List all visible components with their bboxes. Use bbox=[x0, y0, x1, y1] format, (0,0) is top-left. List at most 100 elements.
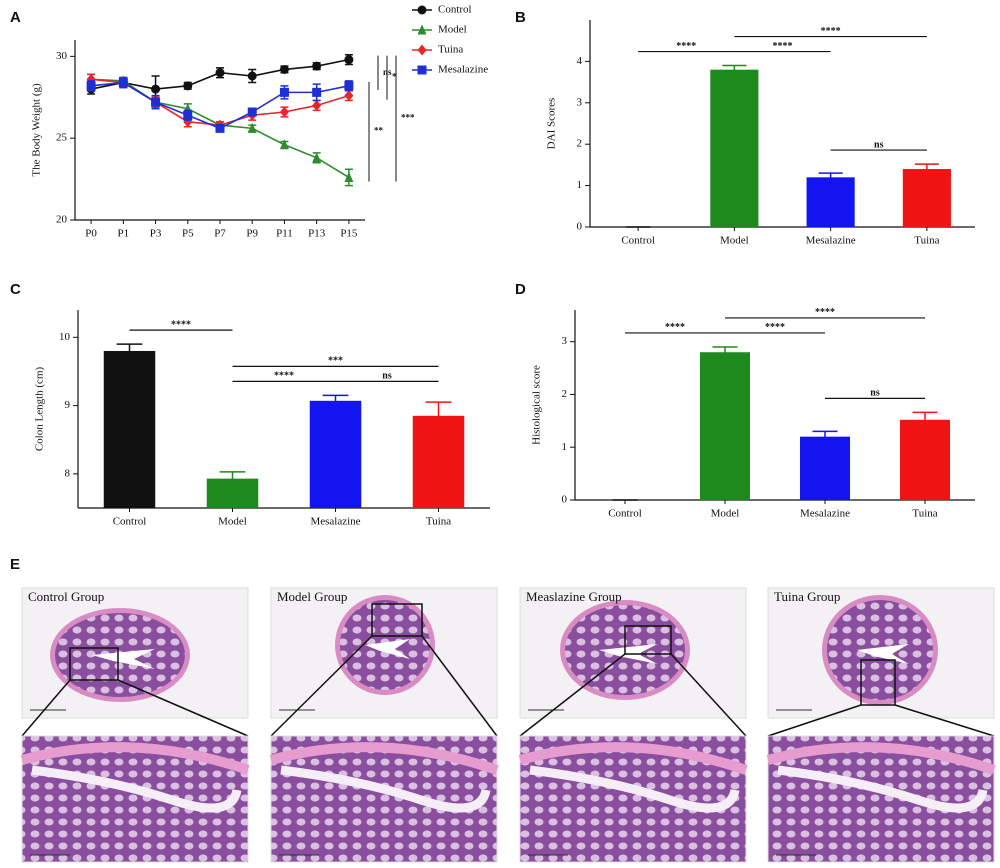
x-tick-label: Tuina bbox=[912, 508, 937, 520]
x-tick-label: Model bbox=[720, 235, 749, 247]
marker bbox=[247, 122, 257, 133]
bar bbox=[103, 350, 156, 508]
x-tick-label: Tuina bbox=[914, 235, 939, 247]
x-tick-label: Tuina bbox=[426, 516, 451, 528]
significance-label: **** bbox=[773, 41, 793, 52]
y-tick-label: 3 bbox=[562, 335, 568, 347]
bar bbox=[902, 169, 951, 227]
y-tick-label: 25 bbox=[56, 132, 68, 144]
lumen bbox=[92, 649, 155, 669]
marker bbox=[279, 106, 289, 118]
x-tick-label: P7 bbox=[214, 228, 226, 240]
marker bbox=[215, 123, 225, 133]
zoom-line bbox=[767, 704, 862, 737]
y-axis-label: Histological score bbox=[531, 365, 543, 445]
detail-lumen bbox=[529, 765, 740, 813]
error-bar bbox=[116, 343, 143, 359]
marker bbox=[86, 81, 96, 91]
x-tick-label: Model bbox=[711, 508, 740, 520]
legend-label: Model bbox=[438, 24, 467, 36]
zoom-box bbox=[624, 625, 672, 655]
detail-rim bbox=[518, 742, 748, 775]
marker bbox=[344, 171, 354, 182]
y-tick-label: 8 bbox=[65, 467, 71, 479]
legend-label: Control bbox=[438, 4, 472, 16]
panel-letter: A bbox=[10, 9, 21, 26]
error-bar bbox=[151, 75, 160, 103]
significance-label: **** bbox=[676, 41, 696, 52]
marker bbox=[247, 71, 257, 81]
y-tick-label: 9 bbox=[65, 399, 71, 411]
y-axis-label: Colon Length (cm) bbox=[34, 367, 46, 452]
y-tick-label: 0 bbox=[562, 494, 568, 506]
significance-label: ns bbox=[383, 67, 392, 77]
error-bar bbox=[425, 401, 452, 431]
x-tick-label: P1 bbox=[118, 228, 130, 240]
detail-lumen bbox=[280, 765, 491, 813]
legend-marker bbox=[417, 5, 427, 15]
x-tick-label: Control bbox=[608, 508, 642, 520]
zoom-line bbox=[117, 679, 249, 737]
marker bbox=[344, 55, 354, 65]
bar bbox=[412, 415, 465, 508]
marker bbox=[118, 78, 128, 88]
zoom-line bbox=[21, 679, 71, 737]
marker bbox=[344, 90, 354, 102]
x-tick-label: P11 bbox=[276, 228, 293, 240]
bar bbox=[900, 419, 950, 500]
significance-label: **** bbox=[171, 319, 191, 330]
marker bbox=[183, 81, 193, 91]
y-tick-label: 1 bbox=[562, 441, 568, 453]
group-label: Control Group bbox=[28, 589, 104, 604]
significance-label: **** bbox=[765, 322, 785, 333]
x-tick-label: P15 bbox=[340, 228, 358, 240]
detail-rim bbox=[269, 742, 499, 775]
marker bbox=[183, 110, 193, 120]
panel-letter: C bbox=[10, 281, 21, 298]
x-tick-label: P3 bbox=[150, 228, 162, 240]
error-bar bbox=[722, 64, 747, 75]
panel-letter: D bbox=[515, 281, 526, 298]
y-tick-label: 2 bbox=[562, 388, 568, 400]
marker bbox=[247, 107, 257, 117]
significance-label: * bbox=[392, 72, 397, 82]
legend-marker bbox=[417, 65, 427, 75]
error-bar bbox=[812, 430, 838, 443]
marker bbox=[312, 61, 322, 71]
legend-marker bbox=[417, 24, 427, 35]
x-tick-label: Mesalazine bbox=[806, 235, 856, 247]
y-tick-label: 3 bbox=[577, 96, 583, 108]
significance-label: **** bbox=[821, 26, 841, 37]
zoom-box bbox=[69, 647, 119, 681]
error-bar bbox=[219, 471, 246, 487]
error-bar bbox=[712, 346, 738, 359]
significance-label: ns bbox=[870, 388, 880, 399]
significance-label: **** bbox=[274, 371, 294, 382]
y-tick-label: 1 bbox=[577, 179, 583, 191]
bar bbox=[309, 400, 362, 508]
zoom-line bbox=[894, 704, 995, 737]
detail-lumen bbox=[31, 765, 242, 813]
marker bbox=[151, 84, 161, 94]
x-tick-label: P5 bbox=[182, 228, 194, 240]
bar bbox=[806, 177, 855, 227]
group-label: Tuina Group bbox=[774, 589, 840, 604]
y-tick-label: 10 bbox=[59, 331, 71, 343]
legend-label: Tuina bbox=[438, 44, 463, 56]
panel-letter: E bbox=[10, 556, 20, 573]
significance-label: ** bbox=[374, 126, 384, 136]
zoom-line bbox=[270, 635, 373, 737]
significance-label: *** bbox=[328, 356, 343, 367]
marker bbox=[279, 87, 289, 97]
zoom-line bbox=[421, 635, 498, 737]
zoom-box bbox=[860, 659, 896, 706]
x-tick-label: P0 bbox=[85, 228, 97, 240]
detail-rim bbox=[766, 742, 996, 775]
y-tick-label: 0 bbox=[577, 221, 583, 233]
significance-label: **** bbox=[665, 322, 685, 333]
significance-label: *** bbox=[401, 113, 415, 123]
marker bbox=[279, 139, 289, 150]
detail-lumen bbox=[777, 765, 988, 813]
marker bbox=[312, 87, 322, 97]
